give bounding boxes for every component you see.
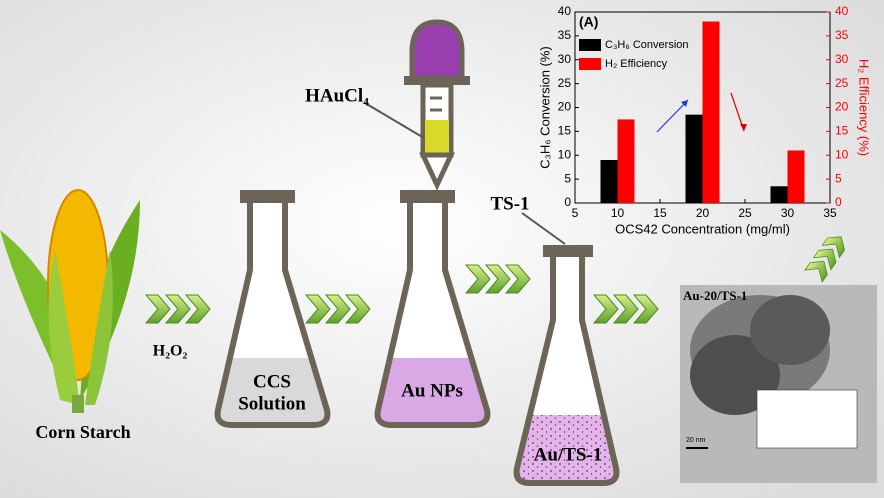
y2-tick-label: 25 xyxy=(835,76,849,90)
trend-arrow xyxy=(656,99,689,133)
h2o2-label: H₂O₂ xyxy=(153,343,188,360)
ccs-label: Solution xyxy=(238,393,306,414)
x-tick-label: 15 xyxy=(653,206,667,220)
x-tick-label: 25 xyxy=(738,206,752,220)
bar xyxy=(600,160,618,203)
y-tick-label: 0 xyxy=(564,195,571,209)
pointer xyxy=(521,212,566,245)
scale-bar-label: 20 nm xyxy=(686,437,706,444)
y-tick-label: 25 xyxy=(558,76,572,90)
bar xyxy=(787,150,805,203)
y-tick-label: 5 xyxy=(564,171,571,185)
y2-axis-label: H₂ Efficiency (%) xyxy=(857,59,872,156)
y2-tick-label: 10 xyxy=(835,147,849,161)
y-tick-label: 10 xyxy=(558,147,572,161)
corn xyxy=(0,189,140,413)
legend-label: C₃H₆ Conversion xyxy=(605,39,689,51)
flask xyxy=(214,190,331,428)
bar xyxy=(702,21,720,203)
corn-starch-label: Corn Starch xyxy=(35,422,130,442)
haucl4-label: HAuCl₄ xyxy=(305,85,369,106)
bar xyxy=(617,119,635,203)
y2-tick-label: 15 xyxy=(835,124,849,138)
trend-arrow-head xyxy=(681,100,688,107)
pointer xyxy=(364,102,425,139)
x-tick-label: 35 xyxy=(823,206,837,220)
x-tick-label: 30 xyxy=(781,206,795,220)
tem-title: Au-20/TS-1 xyxy=(683,288,747,303)
dropper xyxy=(404,19,470,191)
au-nps-label: Au NPs xyxy=(401,380,463,401)
y2-tick-label: 35 xyxy=(835,28,849,42)
legend-swatch xyxy=(579,39,601,51)
tem-image xyxy=(680,285,877,483)
y2-tick-label: 30 xyxy=(835,52,849,66)
y-tick-label: 35 xyxy=(558,28,572,42)
legend-label: H₂ Efficiency xyxy=(605,58,668,70)
ccs-label: CCS xyxy=(253,371,291,392)
flask xyxy=(513,245,620,486)
y-tick-label: 20 xyxy=(558,100,572,114)
flask xyxy=(374,190,491,428)
y-axis-label: C₃H₆ Conversion (%) xyxy=(537,46,552,169)
y2-tick-label: 0 xyxy=(835,195,842,209)
y-tick-label: 30 xyxy=(558,52,572,66)
ts1-label: TS-1 xyxy=(490,193,529,214)
bar xyxy=(685,114,703,203)
chart-title: (A) xyxy=(579,14,598,30)
legend-swatch xyxy=(579,58,601,70)
x-tick-label: 5 xyxy=(572,206,579,220)
y2-tick-label: 5 xyxy=(835,171,842,185)
trend-arrow-head xyxy=(740,124,747,131)
y-tick-label: 40 xyxy=(558,4,572,18)
x-axis-label: OCS42 Concentration (mg/ml) xyxy=(615,221,790,236)
y2-tick-label: 20 xyxy=(835,100,849,114)
y2-tick-label: 40 xyxy=(835,4,849,18)
bar xyxy=(770,186,788,203)
x-tick-label: 20 xyxy=(696,206,710,220)
x-tick-label: 10 xyxy=(611,206,625,220)
au-ts1-label: Au/TS-1 xyxy=(534,444,603,465)
y-tick-label: 15 xyxy=(558,124,572,138)
